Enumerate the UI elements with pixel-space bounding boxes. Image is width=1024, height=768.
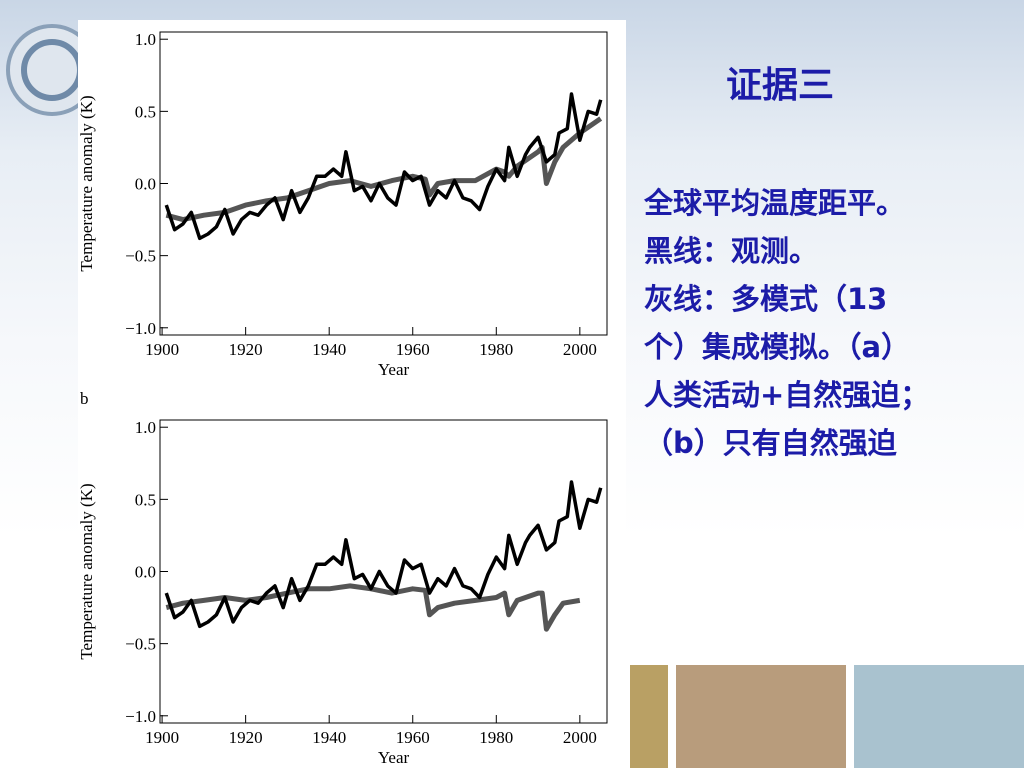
x-tick-label: 1960	[396, 728, 430, 747]
y-tick-label: −0.5	[125, 635, 156, 654]
x-tick-label: 2000	[563, 728, 597, 747]
body-line: 个）集成模拟。（a）	[644, 330, 911, 364]
x-tick-label: 1920	[229, 728, 263, 747]
x-tick-label: 1900	[145, 728, 179, 747]
plot-frame	[159, 419, 608, 724]
panel-b-bg	[78, 385, 626, 768]
y-axis-label: Temperature anomaly (K)	[77, 95, 96, 271]
x-tick-label: 1960	[396, 340, 430, 359]
x-tick-label: 1940	[312, 728, 346, 747]
panel-label: b	[80, 389, 89, 408]
y-axis-label: Temperature anomaly (K)	[77, 483, 96, 659]
photo-cracked-earth	[676, 665, 846, 768]
body-line: 灰线：多模式（13	[644, 282, 888, 316]
series-line	[165, 116, 603, 223]
photo-field	[630, 665, 668, 768]
x-tick-label: 1900	[145, 340, 179, 359]
y-tick-label: 0.0	[135, 563, 156, 582]
y-tick-label: 0.0	[135, 175, 156, 194]
y-tick-label: −0.5	[125, 247, 156, 266]
slide-title: 证据三	[726, 65, 835, 106]
body-line: 黑线：观测。	[644, 234, 819, 268]
series-line	[164, 480, 603, 629]
x-tick-label: 1940	[312, 340, 346, 359]
y-tick-label: 0.5	[135, 490, 156, 509]
series-line	[164, 92, 603, 241]
x-tick-label: 1980	[479, 340, 513, 359]
y-tick-label: 1.0	[135, 418, 156, 437]
body-line: 全球平均温度距平。	[644, 186, 906, 220]
body-line: 人类活动+自然强迫；	[644, 378, 930, 412]
y-tick-label: −1.0	[125, 319, 156, 338]
photo-sea	[854, 665, 1024, 768]
series-line	[165, 583, 581, 632]
y-tick-label: −1.0	[125, 707, 156, 726]
x-tick-label: 1980	[479, 728, 513, 747]
panel-a-bg	[78, 20, 626, 385]
y-tick-label: 0.5	[135, 102, 156, 121]
body-line: （b）只有自然强迫	[644, 426, 897, 460]
x-tick-label: 1920	[229, 340, 263, 359]
x-tick-label: 2000	[563, 340, 597, 359]
y-tick-label: 1.0	[135, 30, 156, 49]
x-axis-label: Year	[378, 360, 410, 379]
x-axis-label: Year	[378, 748, 410, 767]
